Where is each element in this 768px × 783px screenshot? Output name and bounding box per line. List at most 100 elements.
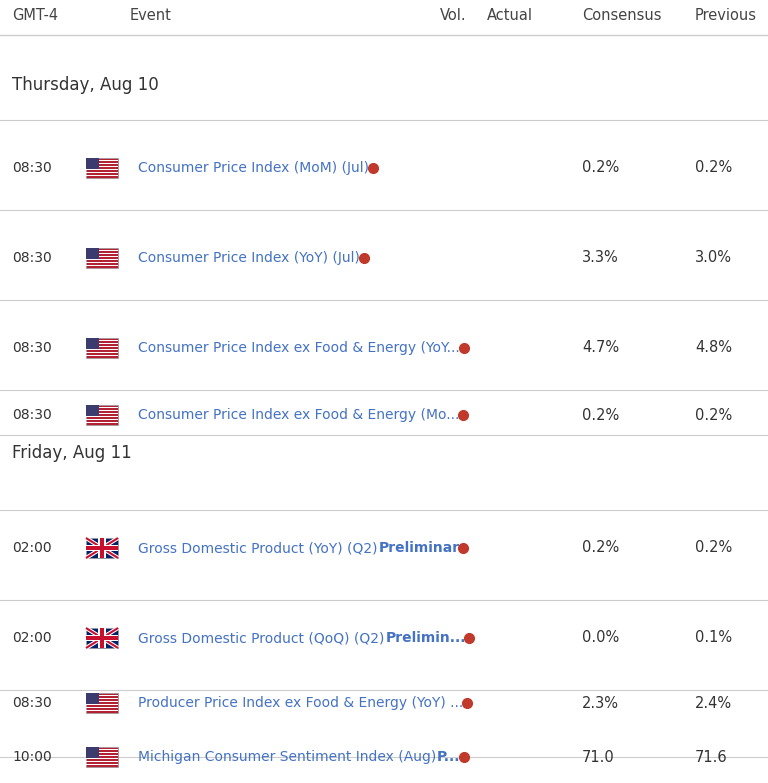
FancyBboxPatch shape (86, 693, 99, 704)
FancyBboxPatch shape (98, 628, 106, 648)
Text: 4.7%: 4.7% (582, 341, 619, 355)
Text: P...: P... (437, 750, 461, 764)
FancyBboxPatch shape (86, 545, 118, 551)
FancyBboxPatch shape (86, 405, 118, 425)
FancyBboxPatch shape (86, 343, 118, 345)
FancyBboxPatch shape (86, 265, 118, 266)
FancyBboxPatch shape (86, 171, 118, 173)
Text: 0.2%: 0.2% (582, 407, 619, 423)
FancyBboxPatch shape (86, 538, 118, 558)
Text: Gross Domestic Product (QoQ) (Q2): Gross Domestic Product (QoQ) (Q2) (138, 631, 384, 645)
Text: 0.2%: 0.2% (582, 540, 619, 555)
Text: 0.2%: 0.2% (695, 407, 732, 423)
FancyBboxPatch shape (86, 250, 118, 251)
FancyBboxPatch shape (86, 413, 118, 414)
FancyBboxPatch shape (86, 419, 118, 420)
FancyBboxPatch shape (86, 256, 118, 258)
FancyBboxPatch shape (86, 628, 118, 648)
Text: 08:30: 08:30 (12, 161, 51, 175)
FancyBboxPatch shape (86, 747, 99, 758)
FancyBboxPatch shape (86, 637, 118, 640)
FancyBboxPatch shape (86, 340, 118, 341)
FancyBboxPatch shape (86, 416, 118, 417)
Text: Producer Price Index ex Food & Energy (YoY) ...: Producer Price Index ex Food & Energy (Y… (138, 696, 463, 710)
FancyBboxPatch shape (86, 758, 118, 760)
FancyBboxPatch shape (86, 158, 118, 178)
Text: 08:30: 08:30 (12, 251, 51, 265)
Text: 02:00: 02:00 (12, 631, 51, 645)
Text: 3.0%: 3.0% (695, 251, 732, 265)
Text: 10:00: 10:00 (12, 750, 51, 764)
FancyBboxPatch shape (86, 169, 118, 171)
FancyBboxPatch shape (86, 747, 118, 767)
Text: 3.3%: 3.3% (582, 251, 619, 265)
Text: 71.0: 71.0 (582, 749, 614, 764)
FancyBboxPatch shape (98, 538, 106, 558)
Text: Michigan Consumer Sentiment Index (Aug): Michigan Consumer Sentiment Index (Aug) (138, 750, 436, 764)
FancyBboxPatch shape (86, 166, 118, 168)
FancyBboxPatch shape (86, 752, 118, 753)
Text: Gross Domestic Product (YoY) (Q2): Gross Domestic Product (YoY) (Q2) (138, 541, 378, 555)
Text: Actual: Actual (487, 8, 533, 23)
FancyBboxPatch shape (86, 338, 99, 348)
FancyBboxPatch shape (86, 338, 118, 358)
FancyBboxPatch shape (86, 704, 118, 705)
Text: 0.2%: 0.2% (582, 161, 619, 175)
Text: 0.0%: 0.0% (582, 630, 619, 645)
FancyBboxPatch shape (86, 698, 118, 699)
Text: 0.2%: 0.2% (695, 161, 732, 175)
Text: Consumer Price Index ex Food & Energy (Mo...: Consumer Price Index ex Food & Energy (M… (138, 408, 459, 422)
Text: Thursday, Aug 10: Thursday, Aug 10 (12, 76, 159, 94)
FancyBboxPatch shape (86, 406, 118, 408)
FancyBboxPatch shape (86, 695, 118, 696)
FancyBboxPatch shape (100, 538, 104, 558)
Text: Preliminar: Preliminar (379, 541, 459, 555)
FancyBboxPatch shape (86, 635, 118, 641)
Text: 02:00: 02:00 (12, 541, 51, 555)
FancyBboxPatch shape (86, 352, 118, 353)
FancyBboxPatch shape (86, 749, 118, 750)
Text: GMT-4: GMT-4 (12, 8, 58, 23)
Text: 2.4%: 2.4% (695, 695, 732, 710)
FancyBboxPatch shape (86, 707, 118, 709)
FancyBboxPatch shape (100, 628, 104, 648)
FancyBboxPatch shape (86, 693, 118, 713)
Text: 08:30: 08:30 (12, 341, 51, 355)
Text: 71.6: 71.6 (695, 749, 727, 764)
FancyBboxPatch shape (86, 253, 118, 254)
FancyBboxPatch shape (86, 764, 118, 766)
FancyBboxPatch shape (86, 258, 118, 260)
Text: 0.2%: 0.2% (695, 540, 732, 555)
FancyBboxPatch shape (86, 160, 118, 161)
FancyBboxPatch shape (86, 158, 99, 169)
Text: Previous: Previous (695, 8, 757, 23)
FancyBboxPatch shape (86, 262, 118, 263)
FancyBboxPatch shape (86, 547, 118, 550)
Text: Consumer Price Index (MoM) (Jul): Consumer Price Index (MoM) (Jul) (138, 161, 369, 175)
FancyBboxPatch shape (86, 755, 118, 756)
FancyBboxPatch shape (86, 248, 99, 258)
FancyBboxPatch shape (86, 410, 118, 411)
Text: 0.1%: 0.1% (695, 630, 732, 645)
Text: Event: Event (130, 8, 172, 23)
Text: 4.8%: 4.8% (695, 341, 732, 355)
FancyBboxPatch shape (86, 355, 118, 356)
Text: Consumer Price Index ex Food & Energy (YoY...: Consumer Price Index ex Food & Energy (Y… (138, 341, 460, 355)
FancyBboxPatch shape (86, 761, 118, 763)
FancyBboxPatch shape (86, 701, 118, 702)
Text: 08:30: 08:30 (12, 696, 51, 710)
FancyBboxPatch shape (86, 248, 118, 268)
FancyBboxPatch shape (86, 405, 99, 416)
Text: 2.3%: 2.3% (582, 695, 619, 710)
FancyBboxPatch shape (86, 345, 118, 347)
FancyBboxPatch shape (86, 422, 118, 424)
Text: Prelimin...: Prelimin... (386, 631, 466, 645)
Text: Friday, Aug 11: Friday, Aug 11 (12, 444, 132, 462)
Text: 08:30: 08:30 (12, 408, 51, 422)
Text: Consumer Price Index (YoY) (Jul): Consumer Price Index (YoY) (Jul) (138, 251, 360, 265)
Text: Consensus: Consensus (582, 8, 661, 23)
FancyBboxPatch shape (86, 163, 118, 164)
FancyBboxPatch shape (86, 175, 118, 176)
Text: Vol.: Vol. (440, 8, 467, 23)
FancyBboxPatch shape (86, 348, 118, 350)
